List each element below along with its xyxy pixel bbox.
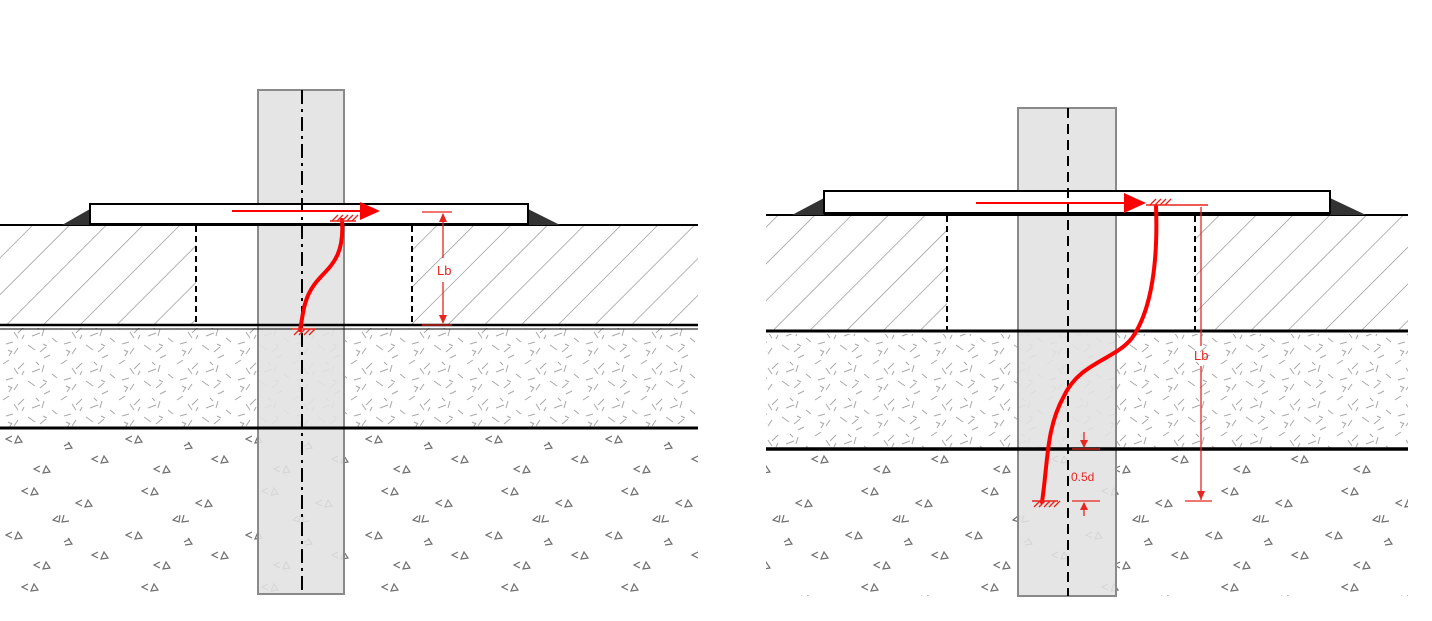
right-crack-curve (1040, 204, 1159, 504)
right-crack-bottom-anchor (1032, 500, 1061, 508)
left-lb-label: Lb (437, 263, 451, 278)
left-load-arrowhead (360, 202, 380, 220)
left-panel: Lb (0, 89, 698, 595)
right-panel: Lb 0.5d (766, 107, 1408, 597)
right-lb-dimension (1185, 207, 1212, 502)
left-crack-bottom-anchor (292, 328, 316, 336)
right-half-d-label: 0.5d (1071, 470, 1094, 484)
left-crack-top-anchor (330, 214, 359, 222)
left-subgrade (0, 429, 698, 594)
left-sleeper (89, 203, 529, 225)
left-base-layer (0, 328, 698, 428)
right-half-d-dimension (1072, 432, 1100, 516)
left-lb-dimension (422, 211, 452, 326)
right-crack-top-anchor (1146, 198, 1208, 206)
right-load-arrowhead (1124, 193, 1146, 213)
left-crack-curve (298, 218, 345, 332)
right-lb-label: Lb (1194, 348, 1208, 363)
